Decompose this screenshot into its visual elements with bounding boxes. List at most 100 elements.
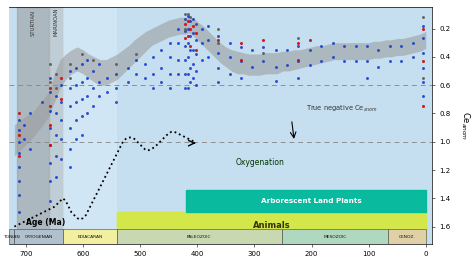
Point: [46, 217, 54, 222]
Point: [340, 59, 348, 63]
Point: [15, 111, 23, 115]
Text: Age (Ma): Age (Ma): [26, 218, 65, 227]
Point: [89, 57, 96, 62]
Point: [15, 193, 23, 198]
Point: [237, 76, 245, 80]
Point: [89, 104, 96, 108]
Point: [174, 57, 182, 62]
Point: [89, 69, 96, 73]
Point: [190, 76, 197, 80]
Point: [187, 66, 194, 70]
Point: [397, 43, 405, 48]
Point: [46, 199, 54, 203]
Point: [46, 104, 54, 108]
Point: [409, 41, 417, 45]
Point: [66, 126, 74, 130]
Point: [73, 137, 80, 141]
Point: [52, 86, 59, 90]
Bar: [117, 212, 426, 238]
Point: [166, 72, 173, 76]
Point: [294, 76, 302, 80]
Point: [204, 24, 211, 28]
Point: [20, 137, 28, 141]
Point: [103, 90, 111, 94]
Point: [57, 100, 65, 104]
Point: [15, 210, 23, 214]
Text: EDIACARAN: EDIACARAN: [77, 235, 102, 238]
Point: [166, 41, 173, 45]
Point: [419, 50, 427, 55]
Point: [259, 38, 267, 42]
Point: [198, 27, 206, 31]
Bar: [117, 212, 426, 238]
Point: [132, 57, 140, 62]
Point: [363, 59, 371, 63]
Point: [192, 31, 200, 35]
Point: [226, 55, 234, 59]
Point: [149, 55, 156, 59]
Point: [294, 43, 302, 48]
Point: [15, 118, 23, 122]
Point: [157, 80, 165, 84]
Point: [166, 55, 173, 59]
Point: [192, 48, 200, 52]
Point: [57, 137, 65, 141]
Point: [83, 111, 91, 115]
Point: [66, 76, 74, 80]
Point: [83, 94, 91, 99]
Point: [259, 45, 267, 49]
Point: [157, 48, 165, 52]
Point: [340, 43, 348, 48]
Point: [318, 43, 325, 48]
Point: [318, 59, 325, 63]
Point: [192, 83, 200, 87]
Point: [57, 76, 65, 80]
Point: [46, 108, 54, 113]
Point: [272, 65, 279, 69]
Point: [15, 165, 23, 169]
Point: [103, 76, 111, 80]
Point: [52, 154, 59, 158]
Point: [419, 76, 427, 80]
Point: [95, 80, 103, 84]
Text: CENOZ.: CENOZ.: [399, 235, 415, 238]
Point: [198, 41, 206, 45]
Point: [15, 151, 23, 155]
Point: [187, 15, 194, 19]
Point: [306, 63, 314, 67]
Point: [20, 123, 28, 127]
Point: [363, 43, 371, 48]
Point: [52, 94, 59, 99]
Point: [192, 69, 200, 73]
Point: [174, 72, 182, 76]
Point: [78, 97, 86, 101]
Point: [141, 62, 148, 66]
Point: [190, 62, 197, 66]
Point: [15, 179, 23, 183]
Point: [419, 36, 427, 41]
Point: [215, 80, 222, 84]
Point: [294, 41, 302, 45]
Point: [181, 22, 189, 26]
Point: [141, 76, 148, 80]
Point: [187, 48, 194, 52]
Point: [52, 133, 59, 137]
Point: [306, 38, 314, 42]
Point: [237, 41, 245, 45]
Point: [181, 43, 189, 48]
Point: [248, 48, 255, 52]
Point: [46, 123, 54, 127]
Point: [57, 83, 65, 87]
Point: [181, 27, 189, 31]
Point: [190, 31, 197, 35]
Text: PALEOZOIC: PALEOZOIC: [187, 235, 211, 238]
Point: [46, 76, 54, 80]
Point: [419, 27, 427, 31]
Point: [215, 41, 222, 45]
Point: [184, 14, 191, 18]
Point: [52, 111, 59, 115]
Point: [272, 48, 279, 52]
Bar: [388, 229, 426, 244]
Point: [397, 59, 405, 63]
Text: Animals: Animals: [253, 221, 290, 230]
